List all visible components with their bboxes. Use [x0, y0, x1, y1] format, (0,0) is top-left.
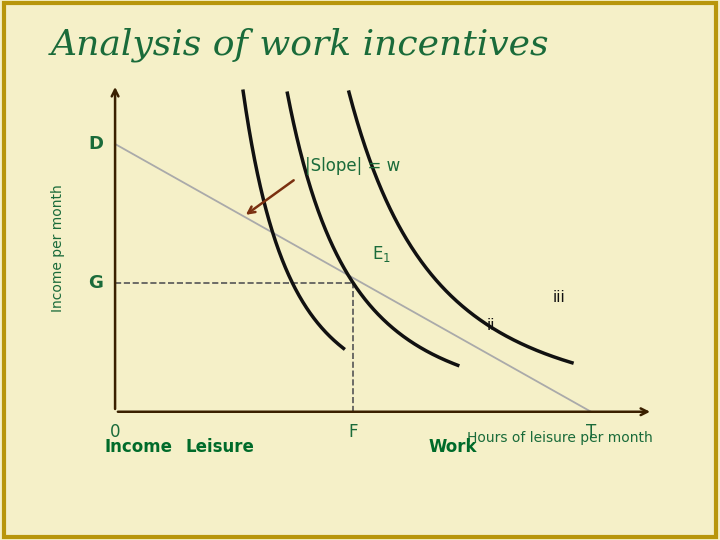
Text: iii: iii [553, 289, 566, 305]
FancyBboxPatch shape [356, 426, 551, 468]
FancyBboxPatch shape [84, 426, 194, 468]
Text: Income per month: Income per month [51, 184, 65, 312]
Text: ii: ii [486, 318, 495, 333]
Text: Leisure: Leisure [185, 438, 254, 456]
Text: |Slope| = w: |Slope| = w [305, 157, 401, 175]
Text: Work: Work [428, 438, 477, 456]
Text: G: G [89, 274, 103, 292]
Text: 0: 0 [110, 423, 120, 441]
Text: E$_1$: E$_1$ [372, 244, 391, 264]
FancyBboxPatch shape [122, 426, 318, 468]
Text: D: D [88, 135, 103, 153]
Text: Hours of leisure per month: Hours of leisure per month [467, 431, 653, 444]
Text: Income: Income [105, 438, 173, 456]
Text: F: F [348, 423, 358, 441]
Text: T: T [586, 423, 596, 441]
Text: Analysis of work incentives: Analysis of work incentives [50, 27, 549, 62]
